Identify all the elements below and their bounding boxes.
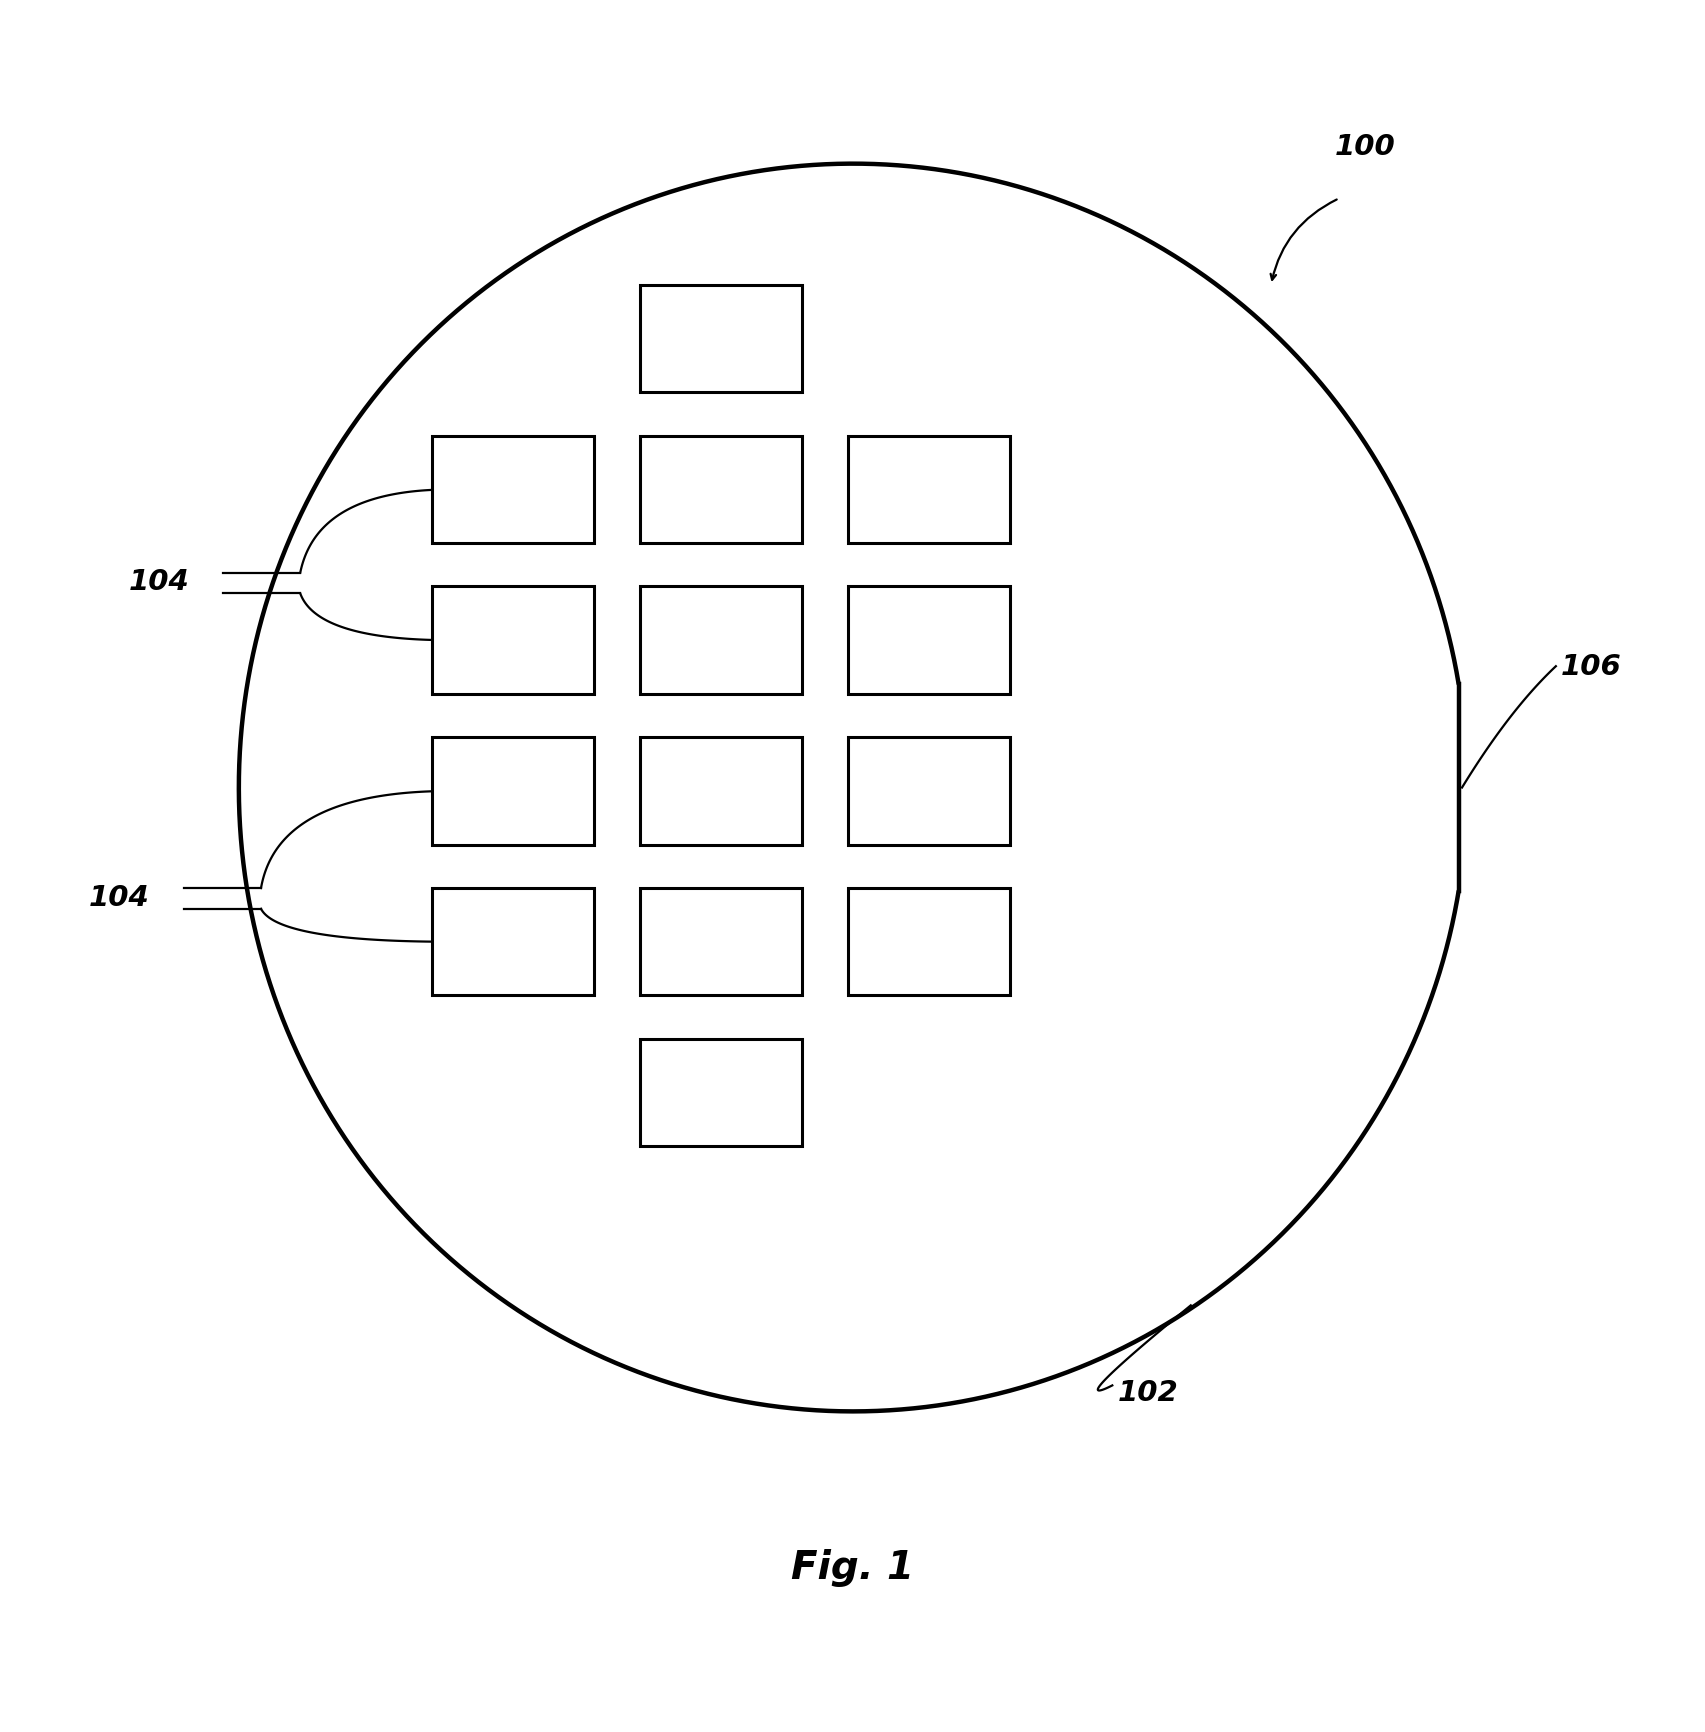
- Text: 106: 106: [1560, 653, 1621, 681]
- Bar: [639, 587, 801, 695]
- Bar: [639, 889, 801, 996]
- Text: 102: 102: [1117, 1379, 1178, 1406]
- Bar: [639, 286, 801, 393]
- Bar: [639, 738, 801, 845]
- Bar: [639, 1039, 801, 1147]
- Text: 100: 100: [1333, 133, 1395, 161]
- Text: 104: 104: [89, 883, 150, 911]
- Bar: [847, 889, 1009, 996]
- Bar: [431, 587, 593, 695]
- Bar: [847, 738, 1009, 845]
- Bar: [847, 436, 1009, 544]
- Text: Fig. 1: Fig. 1: [791, 1548, 914, 1587]
- Bar: [431, 738, 593, 845]
- Bar: [431, 436, 593, 544]
- Bar: [431, 889, 593, 996]
- Bar: [847, 587, 1009, 695]
- Text: 104: 104: [128, 568, 189, 596]
- Bar: [639, 436, 801, 544]
